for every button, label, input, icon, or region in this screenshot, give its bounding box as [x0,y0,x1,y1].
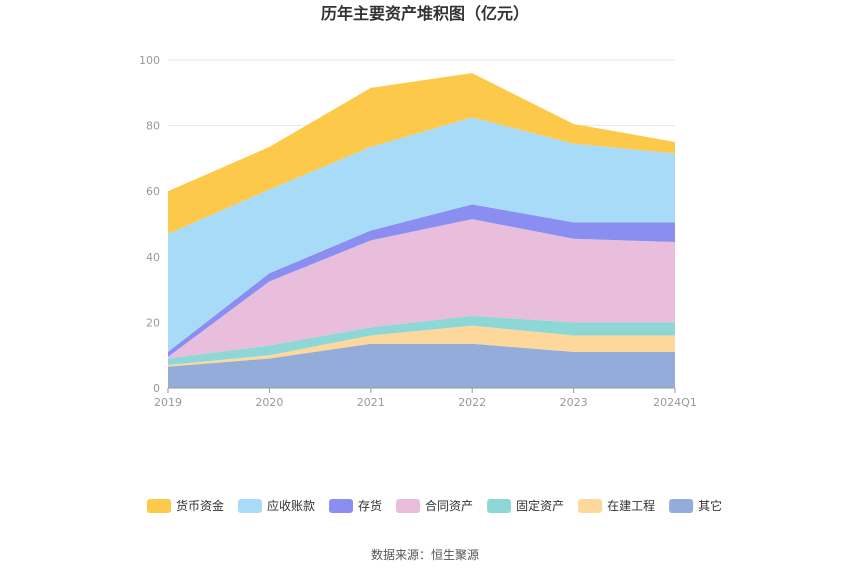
legend-item: 合同资产 [396,498,473,513]
legend-item: 其它 [669,498,722,513]
legend-label: 货币资金 [176,498,224,513]
x-tick-label: 2023 [560,396,588,409]
y-tick-label: 0 [153,382,160,395]
legend-label: 固定资产 [516,498,564,513]
legend-swatch [147,499,171,513]
y-tick-label: 100 [139,54,160,67]
legend-label: 应收账款 [267,498,315,513]
axes: 0 20 40 60 80 100 2019 2020 2021 2022 2023 2024Q1 [139,54,697,409]
legend-label: 在建工程 [607,498,655,513]
legend-swatch [396,499,421,513]
legend-swatch [669,499,694,513]
legend-item: 货币资金 [147,498,224,513]
legend-item: 存货 [329,498,382,513]
legend-swatch [238,499,263,513]
legend-swatch [487,499,512,513]
legend: 货币资金 应收账款 存货 合同资产 固定资产 在建工程 其它 [147,498,722,513]
area-货币资金 [168,73,675,234]
x-tick-label: 2021 [357,396,385,409]
y-tick-label: 20 [146,316,160,329]
area-固定资产 [168,315,675,366]
x-tick-label: 2019 [154,396,182,409]
area-存货 [168,204,675,357]
legend-swatch [578,499,603,513]
x-tick-label: 2024Q1 [653,396,697,409]
x-tick-label: 2020 [255,396,283,409]
y-tick-label: 40 [146,251,160,264]
legend-item: 应收账款 [238,498,315,513]
y-tick-label: 60 [146,185,160,198]
x-tick-label: 2022 [458,396,486,409]
legend-swatch [329,499,354,513]
area-合同资产 [168,219,675,359]
area-应收账款 [168,117,675,352]
legend-item: 在建工程 [578,498,655,513]
chart-title: 历年主要资产堆积图（亿元） [321,4,529,23]
area-其它 [168,343,675,388]
legend-label: 合同资产 [425,498,473,513]
legend-label: 其它 [698,498,722,513]
legend-item: 固定资产 [487,498,564,513]
data-source: 数据来源：恒生聚源 [371,547,479,562]
legend-label: 存货 [358,498,382,513]
area-在建工程 [168,325,675,367]
area-series [168,73,675,388]
y-tick-label: 80 [146,120,160,133]
